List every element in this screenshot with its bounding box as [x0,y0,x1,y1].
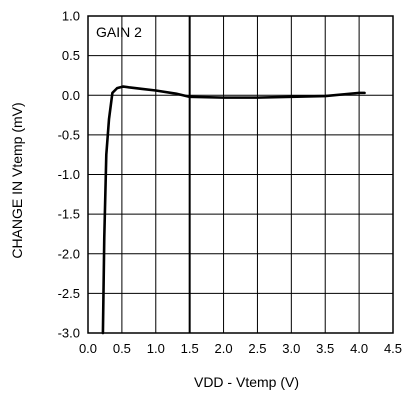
y-tick-label: -0.5 [58,127,80,142]
y-tick-labels: 1.0 0.5 0.0 -0.5 -1.0 -1.5 -2.0 -2.5 -3.0 [58,9,80,341]
y-tick-label: -2.5 [58,286,80,301]
x-tick-label: 3.0 [282,341,300,356]
y-tick-label: -1.5 [58,207,80,222]
y-tick-label: 1.0 [62,9,80,24]
y-tick-label: -2.0 [58,246,80,261]
y-tick-label: -1.0 [58,167,80,182]
y-tick-label: -3.0 [58,326,80,341]
series-layer [101,85,366,335]
y-tick-label: 0.0 [62,88,80,103]
gain-annotation: GAIN 2 [96,24,142,40]
x-tick-label: 2.5 [248,341,266,356]
x-tick-labels: 0.0 0.5 1.0 1.5 2.0 2.5 3.0 3.5 4.0 4.5 [79,341,402,356]
x-tick-label: 2.0 [215,341,233,356]
x-axis-title: VDD - Vtemp (V) [194,374,299,390]
x-tick-label: 4.0 [350,341,368,356]
x-tick-label: 0.0 [79,341,97,356]
x-tick-label: 1.0 [147,341,165,356]
grid [88,16,393,333]
series-line-0 [101,85,366,335]
y-axis-title: CHANGE IN Vtemp (mV) [9,102,25,258]
x-tick-label: 3.5 [316,341,334,356]
y-tick-label: 0.5 [62,48,80,63]
x-tick-label: 4.5 [384,341,402,356]
x-tick-label: 0.5 [113,341,131,356]
plot-frame [87,15,394,334]
x-tick-label: 1.5 [181,341,199,356]
